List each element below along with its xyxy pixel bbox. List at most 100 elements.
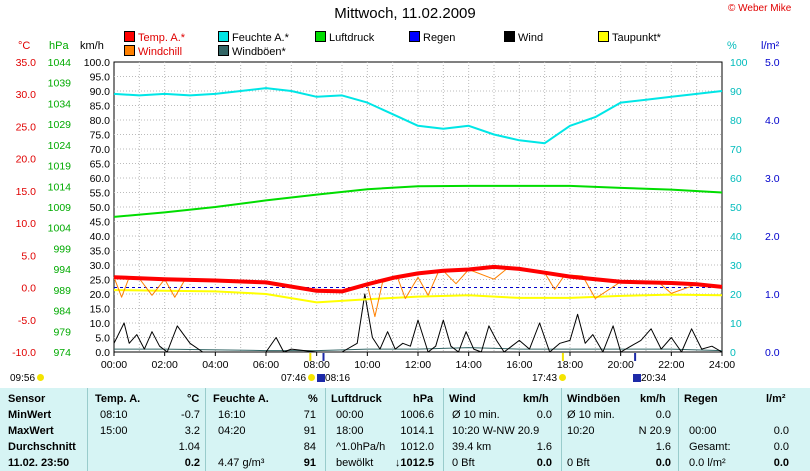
- stats-cell-rain-label: Gesamt:: [689, 441, 731, 453]
- sunrise-icon: [37, 374, 45, 381]
- legend-label: Windböen*: [232, 46, 286, 58]
- series-line-luftdruck: [113, 184, 723, 218]
- sunset-sun-icon: [559, 374, 567, 381]
- legend-label: Regen: [423, 32, 456, 44]
- temp-tick-label: -5.0: [18, 315, 36, 327]
- stats-header-wind: Wind: [449, 393, 476, 405]
- stats-cell-temp: 0.2: [184, 457, 200, 469]
- wind-tick-label: 30.0: [90, 260, 111, 272]
- x-tick-label: 18:00: [557, 359, 583, 371]
- stats-cell-press-time: 18:00: [336, 425, 364, 437]
- legend-swatch: [218, 31, 229, 42]
- stats-cell-hum-time: 16:10: [218, 409, 246, 421]
- stats-cell-press-time: bewölkt: [336, 457, 374, 469]
- wind-tick-label: 70.0: [90, 144, 111, 156]
- stats-cell-gust-label: 10:20: [567, 425, 595, 437]
- wind-unit-label: km/h: [80, 40, 104, 52]
- rain-tick-label: 1.0: [765, 289, 780, 301]
- legend-swatch: [315, 31, 326, 42]
- stats-cell-wind-label: 39.4 km: [452, 441, 492, 453]
- stats-header-pressure: Luftdruck: [331, 393, 382, 405]
- stats-cell-wind: 1.6: [536, 441, 552, 453]
- stats-cell-rain: 0.0: [773, 457, 789, 469]
- temp-tick-label: 10.0: [16, 218, 37, 230]
- pressure-tick-label: 984: [53, 306, 71, 318]
- legend-label: Taupunkt*: [612, 32, 661, 44]
- sun-marker: [309, 353, 312, 361]
- wind-tick-label: 25.0: [90, 275, 111, 287]
- humidity-tick-label: 20: [730, 289, 742, 301]
- x-tick-label: 02:00: [152, 359, 178, 371]
- humidity-tick-label: 80: [730, 115, 742, 127]
- pressure-unit-label: hPa: [49, 40, 69, 52]
- stats-header-rain: Regen: [684, 393, 718, 405]
- legend-label: Temp. A.*: [138, 32, 186, 44]
- temp-tick-label: 30.0: [16, 89, 37, 101]
- sunset-marker-icon: [317, 374, 326, 382]
- stats-cell-label: Durchschnitt: [8, 441, 76, 453]
- wind-tick-label: 15.0: [90, 304, 111, 316]
- legend-swatch: [504, 31, 515, 42]
- wind-tick-label: 65.0: [90, 159, 111, 171]
- legend-item: Regen: [409, 31, 455, 44]
- sunset-time: 17:43: [532, 373, 567, 384]
- pressure-tick-label: 1009: [48, 202, 72, 214]
- legend-label: Luftdruck: [329, 32, 375, 44]
- series-line-windb-en: [114, 347, 723, 352]
- stats-cell-temp-time: 15:00: [100, 425, 128, 437]
- series-line-temp-a: [113, 264, 723, 294]
- wind-tick-label: 90.0: [90, 86, 111, 98]
- sunrise-marker-icon: [308, 374, 316, 381]
- sunrise-time: 07:46 08:16: [281, 373, 351, 384]
- legend-item: Windböen*: [218, 45, 286, 58]
- moon-icon: [633, 374, 641, 382]
- stats-cell-rain-label: 0.0 l/m²: [689, 457, 726, 469]
- x-tick-label: 00:00: [101, 359, 127, 371]
- pressure-tick-label: 1024: [48, 140, 72, 152]
- stats-cell-gust: 1.6: [655, 441, 671, 453]
- wind-tick-label: 10.0: [90, 318, 111, 330]
- pressure-tick-label: 1014: [48, 181, 72, 193]
- legend-label: Feuchte A.*: [232, 32, 289, 44]
- rain-tick-label: 5.0: [765, 57, 780, 69]
- humidity-tick-label: 30: [730, 260, 742, 272]
- stats-cell-rain: 0.0: [773, 425, 789, 437]
- x-tick-label: 10:00: [354, 359, 380, 371]
- wind-tick-label: 5.0: [95, 333, 110, 345]
- stats-cell-gust-label: Ø 10 min.: [567, 409, 615, 421]
- sun-first-time: 09:56: [10, 373, 45, 384]
- rain-unit-label: l/m²: [761, 40, 780, 52]
- stats-cell-gust: N 20.9: [638, 425, 671, 437]
- stats-cell-hum-time: 4.47 g/m³: [218, 457, 265, 469]
- stats-cell-label: 11.02. 23:50: [8, 457, 70, 469]
- stats-unit-temp: °C: [187, 393, 200, 405]
- legend-item: Taupunkt*: [598, 31, 661, 44]
- temp-tick-label: 5.0: [21, 250, 36, 262]
- wind-tick-label: 40.0: [90, 231, 111, 243]
- temp-tick-label: 35.0: [16, 57, 37, 69]
- humidity-tick-label: 60: [730, 173, 742, 185]
- x-tick-label: 12:00: [405, 359, 431, 371]
- stats-cell-wind-label: Ø 10 min.: [452, 409, 500, 421]
- legend-item: Windchill: [124, 45, 182, 58]
- stats-cell-label: MaxWert: [8, 425, 54, 437]
- wind-tick-label: 35.0: [90, 246, 111, 258]
- x-tick-label: 16:00: [506, 359, 532, 371]
- stats-cell-press: 1012.0: [400, 441, 434, 453]
- stats-cell-wind: 0.0: [536, 457, 552, 469]
- stats-cell-hum: 91: [303, 457, 316, 469]
- sun-marker: [634, 353, 637, 361]
- stats-cell-gust: 0.0: [655, 457, 671, 469]
- credit-label: © Weber Mike: [728, 3, 792, 14]
- temp-tick-label: 0.0: [21, 283, 36, 295]
- legend-item: Feuchte A.*: [218, 31, 289, 44]
- humidity-tick-label: 50: [730, 202, 742, 214]
- wind-tick-label: 95.0: [90, 72, 111, 84]
- pressure-tick-label: 974: [53, 347, 71, 359]
- humidity-tick-label: 90: [730, 86, 742, 98]
- stats-cell-rain: 0.0: [773, 441, 789, 453]
- rain-tick-label: 0.0: [765, 347, 780, 359]
- pressure-tick-label: 1044: [48, 57, 72, 69]
- x-tick-label: 22:00: [658, 359, 684, 371]
- series-line-wind: [113, 293, 723, 353]
